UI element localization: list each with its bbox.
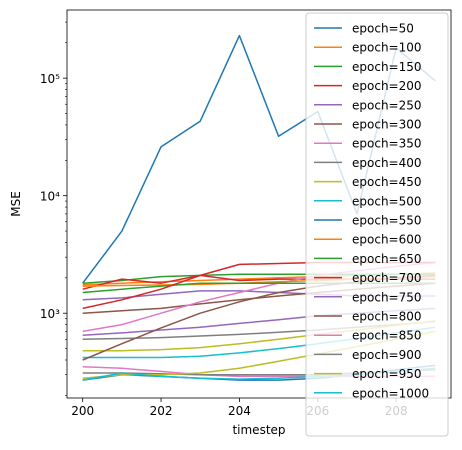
legend-label: epoch=200: [352, 79, 422, 93]
legend: epoch=50 epoch=100 epoch=150 epoch=200 epoch…: [305, 12, 449, 437]
y-tick-label: 10⁵: [40, 72, 60, 86]
legend-label: epoch=100: [352, 41, 422, 55]
legend-label: epoch=600: [352, 233, 422, 247]
legend-label: epoch=300: [352, 118, 422, 132]
legend-label: epoch=700: [352, 271, 422, 285]
legend-label: epoch=500: [352, 194, 422, 208]
legend-label: epoch=450: [352, 175, 422, 189]
legend-label: epoch=1000: [352, 386, 429, 400]
legend-label: epoch=550: [352, 214, 422, 228]
legend-label: epoch=800: [352, 310, 422, 324]
y-tick-label: 10³: [40, 307, 60, 321]
legend-label: epoch=900: [352, 348, 422, 362]
legend-label: epoch=850: [352, 329, 422, 343]
x-tick-label: 202: [150, 404, 173, 418]
y-axis-ticks: 10³ 10⁴ 10⁵: [40, 72, 67, 321]
legend-label: epoch=150: [352, 60, 422, 74]
legend-label: epoch=50: [352, 22, 414, 36]
legend-label: epoch=400: [352, 156, 422, 170]
legend-box: [305, 12, 449, 437]
legend-label: epoch=650: [352, 252, 422, 266]
x-tick-label: 204: [228, 404, 251, 418]
legend-label: epoch=250: [352, 98, 422, 112]
legend-label: epoch=750: [352, 290, 422, 304]
x-tick-label: 200: [71, 404, 94, 418]
x-axis-title: timestep: [232, 423, 285, 437]
y-axis-title: MSE: [9, 191, 23, 217]
legend-label: epoch=950: [352, 367, 422, 381]
plot-frame: [66, 9, 452, 399]
legend-label: epoch=350: [352, 137, 422, 151]
y-tick-label: 10⁴: [40, 190, 60, 204]
